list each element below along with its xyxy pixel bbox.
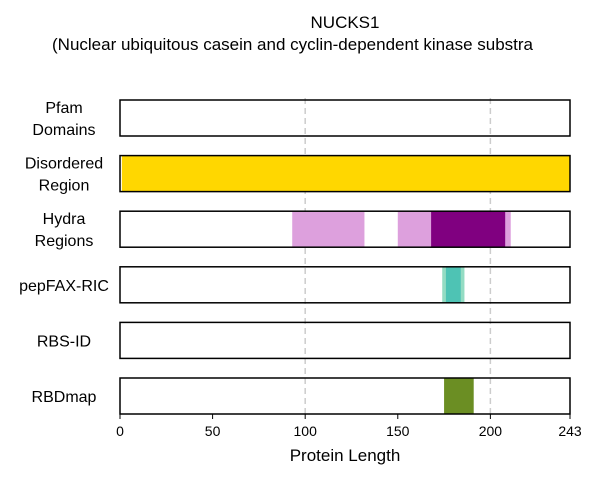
track-frame bbox=[119, 377, 571, 415]
track-label-line: pepFAX-RIC bbox=[19, 278, 109, 295]
x-tick-label: 50 bbox=[205, 423, 221, 439]
region-segment bbox=[121, 155, 570, 192]
region-segment bbox=[431, 211, 506, 248]
region-segment bbox=[445, 266, 461, 303]
track-frame bbox=[119, 210, 571, 248]
track-frame bbox=[119, 154, 571, 193]
track-label-line: RBDmap bbox=[32, 389, 97, 406]
track-frame bbox=[119, 266, 571, 304]
track-label: Pfam Domains bbox=[32, 100, 95, 139]
track-label-line: Domains bbox=[32, 122, 95, 139]
track-label: Hydra Regions bbox=[35, 211, 94, 250]
segments-layer bbox=[121, 155, 570, 414]
track-labels-layer: Pfam Domains Disordered Region Hydra Regions p… bbox=[19, 100, 109, 406]
track-frame bbox=[119, 321, 571, 360]
x-axis-title: Protein Length bbox=[290, 446, 401, 465]
x-tick-label: 200 bbox=[479, 423, 503, 439]
x-tick-label: 0 bbox=[116, 423, 124, 439]
chart-subtitle: (Nuclear ubiquitous casein and cyclin-de… bbox=[52, 35, 534, 54]
chart-title: NUCKS1 bbox=[311, 13, 380, 32]
track-label-line: Pfam bbox=[45, 100, 82, 117]
track-label-line: RBS-ID bbox=[37, 333, 91, 350]
track-label-line: Disordered bbox=[25, 156, 103, 173]
x-tick-label: 150 bbox=[386, 423, 410, 439]
x-tick-label: 100 bbox=[294, 423, 318, 439]
region-segment bbox=[444, 378, 474, 414]
track-label-line: Regions bbox=[35, 233, 94, 250]
track-frames-layer bbox=[119, 99, 571, 415]
grid-layer bbox=[304, 98, 492, 414]
track-frame bbox=[119, 99, 571, 137]
x-tick-label: 243 bbox=[558, 423, 582, 439]
track-label-line: Region bbox=[39, 178, 90, 195]
region-segment bbox=[292, 211, 365, 248]
x-axis: 0 50 100 150 200 243 bbox=[116, 414, 582, 439]
track-label: RBDmap bbox=[32, 389, 97, 406]
track-label: pepFAX-RIC bbox=[19, 278, 109, 295]
track-label: RBS-ID bbox=[37, 333, 91, 350]
track-label-line: Hydra bbox=[43, 211, 86, 228]
track-label: Disordered Region bbox=[25, 156, 103, 195]
